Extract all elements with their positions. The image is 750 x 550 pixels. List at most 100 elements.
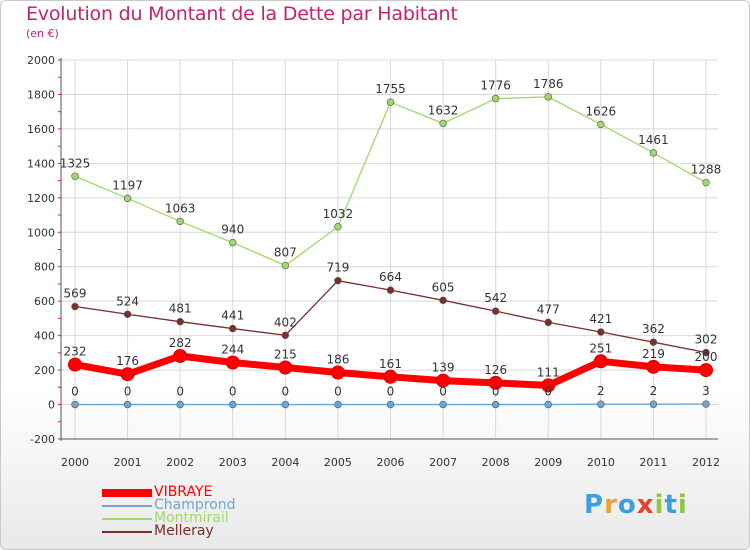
data-label-montmirail: 1461 bbox=[638, 133, 669, 147]
legend-label: Montmirail bbox=[154, 510, 229, 526]
data-label-melleray: 569 bbox=[64, 287, 87, 301]
y-tick-label: 1400 bbox=[27, 157, 55, 170]
data-point-champrond bbox=[281, 400, 290, 409]
y-tick-label: 400 bbox=[34, 330, 55, 343]
data-point-champrond bbox=[229, 400, 237, 409]
data-point-montmirail bbox=[649, 149, 658, 157]
data-label-vibraye: 282 bbox=[169, 336, 192, 350]
data-point-vibraye bbox=[593, 354, 608, 369]
data-label-vibraye: 200 bbox=[695, 350, 718, 364]
legend-item-montmirail: Montmirail bbox=[102, 510, 362, 526]
y-tick-label: 1000 bbox=[27, 226, 55, 239]
y-tick-label: -200 bbox=[30, 433, 55, 446]
data-label-melleray: 402 bbox=[274, 315, 297, 329]
data-point-champrond bbox=[544, 400, 552, 409]
data-label-champrond: 2 bbox=[597, 384, 605, 398]
axes: -200020040060080010001200140016001800200… bbox=[27, 54, 720, 469]
data-label-montmirail: 1063 bbox=[165, 201, 196, 215]
data-label-melleray: 664 bbox=[379, 270, 402, 284]
y-tick-label: 1600 bbox=[27, 123, 55, 136]
data-point-melleray bbox=[702, 348, 710, 357]
data-label-montmirail: 1776 bbox=[480, 79, 511, 93]
x-tick-label: 2007 bbox=[429, 456, 457, 469]
data-label-vibraye: 111 bbox=[537, 365, 560, 379]
data-point-vibraye bbox=[68, 357, 82, 372]
data-point-montmirail bbox=[229, 238, 237, 247]
data-point-vibraye bbox=[436, 373, 451, 388]
data-label-vibraye: 176 bbox=[116, 354, 139, 368]
x-tick-label: 2004 bbox=[271, 456, 299, 469]
legend-swatch bbox=[102, 489, 152, 497]
data-point-montmirail bbox=[544, 93, 552, 101]
data-label-vibraye: 244 bbox=[221, 343, 244, 357]
data-label-champrond: 0 bbox=[334, 385, 342, 399]
data-point-melleray bbox=[229, 324, 237, 333]
data-point-champrond bbox=[649, 400, 658, 408]
data-label-melleray: 481 bbox=[169, 302, 192, 316]
data-point-melleray bbox=[176, 317, 184, 326]
data-point-champrond bbox=[334, 400, 342, 409]
x-tick-label: 2010 bbox=[587, 456, 615, 469]
data-label-montmirail: 1755 bbox=[375, 82, 406, 96]
data-label-montmirail: 1325 bbox=[60, 156, 91, 170]
data-point-vibraye bbox=[541, 378, 556, 393]
data-point-champrond bbox=[597, 400, 605, 408]
x-tick-label: 2012 bbox=[692, 456, 720, 469]
y-tick-label: 1200 bbox=[27, 192, 55, 205]
legend-swatch bbox=[102, 505, 152, 507]
logo-letter: i bbox=[654, 490, 665, 520]
data-label-champrond: 2 bbox=[650, 384, 658, 398]
data-label-champrond: 0 bbox=[229, 385, 237, 399]
chart-title: Evolution du Montant de la Dette par Hab… bbox=[26, 3, 458, 25]
data-label-melleray: 542 bbox=[484, 291, 507, 305]
data-label-champrond: 0 bbox=[71, 385, 79, 399]
data-point-montmirail bbox=[334, 223, 342, 231]
data-point-vibraye bbox=[699, 363, 713, 378]
data-label-champrond: 0 bbox=[176, 385, 184, 399]
data-label-melleray: 605 bbox=[432, 280, 455, 294]
series bbox=[68, 93, 713, 409]
data-label-montmirail: 1632 bbox=[428, 103, 459, 117]
y-tick-label: 2000 bbox=[27, 54, 55, 67]
data-label-montmirail: 1288 bbox=[691, 163, 722, 177]
legend-swatch bbox=[102, 518, 152, 520]
data-point-melleray bbox=[123, 310, 132, 318]
data-point-vibraye bbox=[278, 360, 293, 375]
y-tick-label: 1800 bbox=[27, 88, 55, 101]
data-point-melleray bbox=[281, 331, 290, 339]
data-label-melleray: 477 bbox=[537, 302, 560, 316]
data-point-vibraye bbox=[383, 369, 398, 384]
data-label-melleray: 441 bbox=[221, 309, 244, 323]
x-tick-label: 2009 bbox=[534, 456, 562, 469]
data-point-melleray bbox=[386, 286, 395, 294]
data-label-melleray: 362 bbox=[642, 322, 665, 336]
data-label-melleray: 302 bbox=[695, 333, 718, 347]
data-point-champrond bbox=[702, 400, 710, 408]
data-point-melleray bbox=[544, 318, 552, 327]
data-point-vibraye bbox=[646, 359, 661, 374]
data-point-vibraye bbox=[225, 355, 240, 370]
data-label-montmirail: 1197 bbox=[112, 178, 143, 192]
x-tick-label: 2006 bbox=[377, 456, 405, 469]
chart-subtitle: (en €) bbox=[26, 27, 59, 40]
data-point-montmirail bbox=[71, 172, 79, 180]
x-tick-label: 2002 bbox=[166, 456, 194, 469]
data-label-montmirail: 1786 bbox=[533, 77, 564, 91]
data-label-vibraye: 139 bbox=[432, 361, 455, 375]
y-tick-label: 600 bbox=[34, 295, 55, 308]
data-label-montmirail: 807 bbox=[274, 246, 297, 260]
data-point-vibraye bbox=[120, 367, 135, 382]
data-point-montmirail bbox=[597, 120, 605, 129]
data-point-melleray bbox=[649, 338, 658, 346]
x-tick-label: 2003 bbox=[219, 456, 247, 469]
data-label-champrond: 0 bbox=[492, 385, 500, 399]
x-tick-label: 2001 bbox=[114, 456, 142, 469]
legend-label: VIBRAYE bbox=[154, 484, 213, 500]
data-point-champrond bbox=[439, 400, 447, 409]
data-label-montmirail: 940 bbox=[221, 223, 244, 237]
data-label-champrond: 0 bbox=[439, 385, 447, 399]
data-point-vibraye bbox=[173, 348, 188, 363]
data-point-montmirail bbox=[439, 119, 447, 128]
data-label-vibraye: 232 bbox=[64, 345, 87, 359]
